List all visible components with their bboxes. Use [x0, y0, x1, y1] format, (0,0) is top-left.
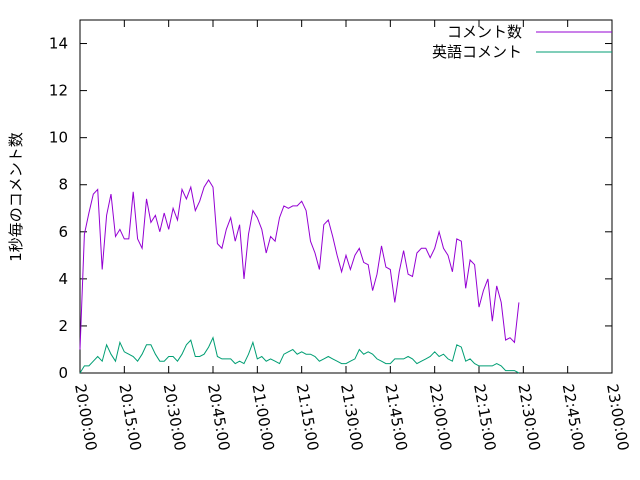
y-tick-label: 10	[49, 129, 68, 147]
x-tick-label: 20:00:00	[71, 383, 100, 452]
y-tick-label: 4	[58, 270, 68, 288]
x-tick-label: 20:15:00	[115, 383, 144, 452]
y-tick-label: 6	[58, 223, 68, 241]
y-tick-label: 8	[58, 176, 68, 194]
x-tick-label: 21:15:00	[293, 383, 322, 452]
y-axis-label: 1秒毎のコメント数	[7, 132, 25, 262]
x-tick-label: 21:30:00	[337, 383, 366, 452]
x-tick-label: 21:45:00	[381, 383, 410, 452]
series-lines	[79, 179, 520, 374]
x-tick-label: 20:30:00	[160, 383, 189, 452]
x-tick-label: 22:15:00	[470, 383, 499, 452]
x-tick-label: 22:30:00	[514, 383, 543, 452]
y-tick-label: 2	[58, 317, 68, 335]
y-tick-label: 0	[58, 364, 68, 382]
x-tick-label: 23:00:00	[603, 383, 632, 452]
series-line-1	[79, 336, 520, 374]
x-tick-label: 22:45:00	[559, 383, 588, 452]
x-tick-label: 22:00:00	[426, 383, 455, 452]
x-tick-label: 20:45:00	[204, 383, 233, 452]
y-tick-label: 14	[49, 35, 68, 53]
axes: 0 2 4 6 8 10 12 14 20:00:00 20:15:00 20:30:00 20:45…	[49, 19, 632, 452]
legend-label: コメント数	[447, 23, 522, 41]
x-tick-label: 21:00:00	[248, 383, 277, 452]
y-tick-label: 12	[49, 82, 68, 100]
plot-frame	[79, 19, 613, 374]
series-line-0	[79, 179, 520, 350]
legend-label: 英語コメント	[432, 43, 522, 61]
